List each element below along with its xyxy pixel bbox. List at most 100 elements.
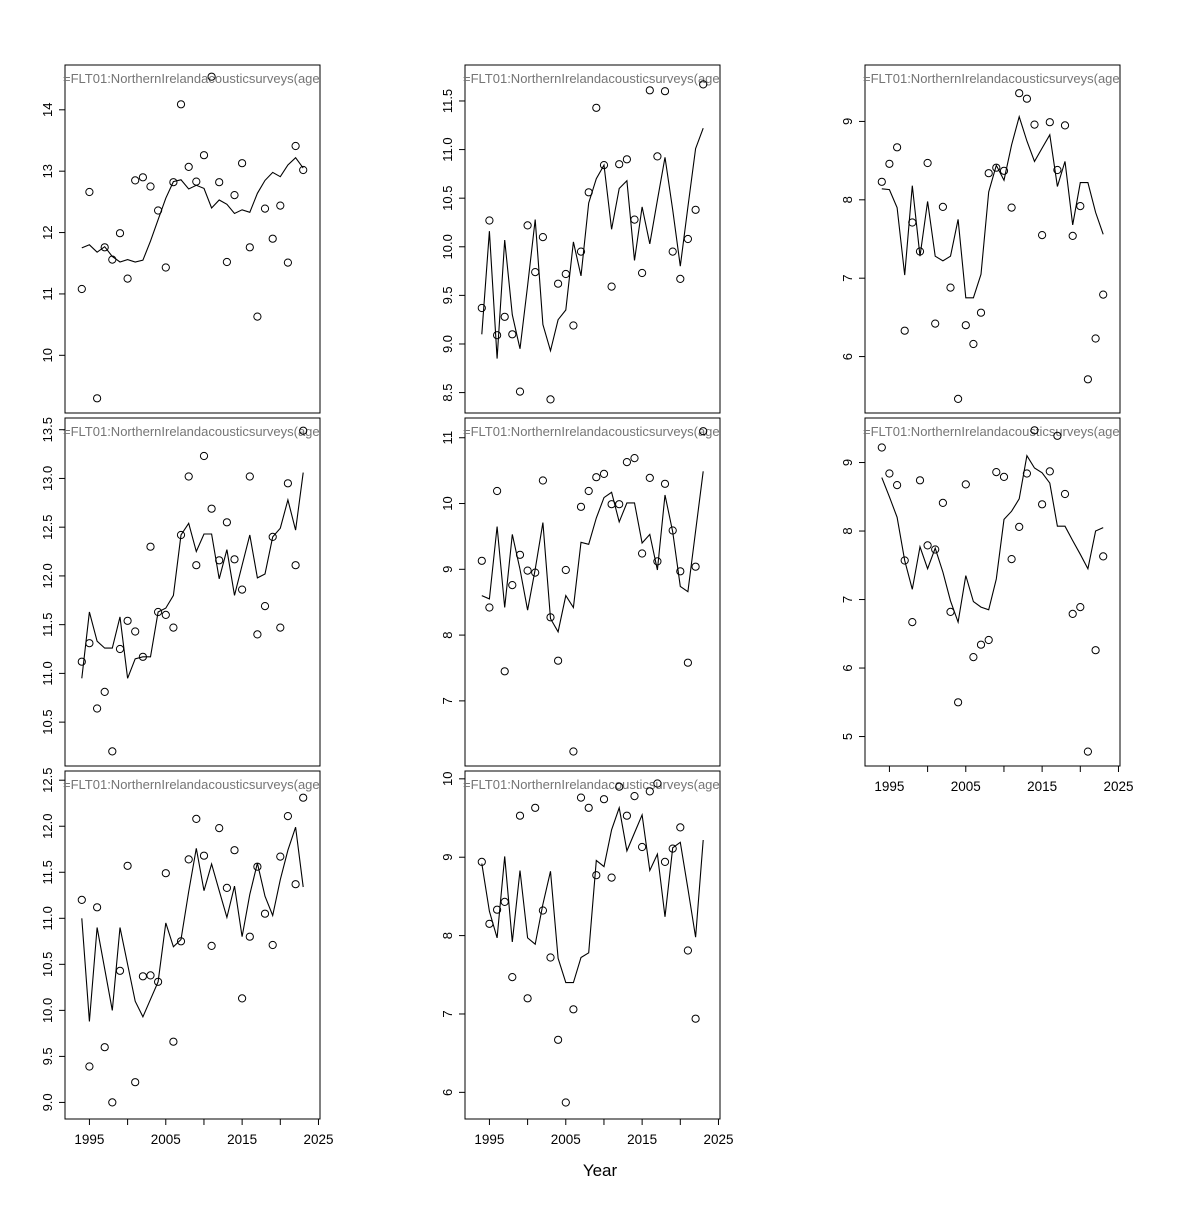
observation-point [561,1098,570,1107]
observation-point [676,823,685,832]
y-tick-label: 10.5 [40,709,55,734]
observation-point [515,811,525,820]
observation-point [100,1043,109,1052]
y-tick-label: 5 [840,733,855,740]
observation-point [638,268,647,278]
observation-point [283,258,292,267]
observation-point [954,394,963,403]
y-tick-label: 9 [840,459,855,466]
observation-point [260,204,270,213]
observation-point [1060,489,1070,499]
y-axis: 5 6 7 8 9 [840,459,865,740]
fit-line [81,472,304,679]
observation-point [538,906,548,915]
observation-point [699,427,708,436]
observation-point [253,312,262,321]
observation-point [85,187,94,197]
observation-point [92,394,102,403]
observation-point [477,857,486,867]
observation-point [508,973,517,982]
observation-point [238,994,247,1003]
fit-line [481,805,704,984]
y-tick-label: 11.5 [40,613,55,637]
observation-point [622,155,631,164]
observation-point [230,191,239,200]
panel-border [464,417,721,767]
observation-point [599,161,609,170]
observation-point [508,330,517,339]
observation-point [1083,375,1092,384]
observation-point [92,704,102,713]
observation-point [1007,203,1016,212]
panel-title: =FLT01:NorthernIrelandacousticsurveys(ag… [463,71,720,86]
observation-point [576,793,586,802]
observation-point [222,883,231,893]
observation-point [923,158,932,168]
fit-line [881,114,1104,299]
observation-point [946,283,955,292]
observation-point [938,202,948,211]
observation-point [660,87,670,96]
y-tick-label: 10 [440,496,455,510]
observation-point [615,782,624,791]
panel-2: =FLT01:NorthernIrelandacousticsurveys(ag… [440,64,721,414]
observation-point [592,473,601,482]
observation-point [207,941,216,950]
observation-point [169,1037,178,1046]
observation-point [268,532,277,542]
observation-point [691,1014,700,1023]
observation-point [668,526,677,535]
observation-point [638,842,647,852]
observation-point [946,607,955,616]
observation-point [253,862,262,871]
observation-point [877,443,886,452]
observation-point [138,173,148,182]
observation-point [653,557,662,566]
y-tick-label: 8 [840,527,855,534]
observation-point [1053,431,1062,440]
panel-border [464,64,721,414]
observation-point [192,177,201,186]
observation-point [192,561,201,570]
observation-point [176,530,186,540]
y-tick-label: 11 [40,287,55,301]
observation-point [238,159,247,168]
observation-point [645,86,654,95]
fit-line [481,471,704,634]
observation-point [169,623,178,632]
observation-point [999,472,1009,482]
observation-point [154,206,163,215]
observation-point [554,279,563,288]
observation-point [131,627,140,636]
y-tick-label: 12.5 [40,515,55,540]
panel-border [64,64,321,414]
observation-point [77,657,86,666]
observation-point [283,479,292,488]
observation-point [546,395,555,404]
observation-point [108,1098,117,1107]
y-tick-label: 8 [840,196,855,203]
observation-point [622,458,631,467]
observation-point [283,812,292,821]
observation-point [599,795,609,804]
panel-6: =FLT01:NorthernIrelandacousticsurveys(ag… [840,417,1134,794]
observation-point [531,268,540,277]
observation-point [584,188,593,197]
y-tick-label: 9.0 [440,335,455,353]
y-tick-label: 11.5 [440,89,455,113]
panel-title: =FLT01:NorthernIrelandacousticsurveys(ag… [863,424,1120,439]
observation-point [85,639,94,648]
observation-point [299,793,308,802]
fit-line [881,454,1104,625]
observation-point [607,873,616,882]
observation-point [961,321,970,330]
y-tick-label: 9.5 [40,1047,55,1065]
y-tick-label: 14 [40,103,55,117]
observation-point [276,201,285,210]
observation-point [176,100,186,109]
y-tick-label: 12.0 [40,814,55,839]
x-axis: 1995 2005 2015 2025 [74,1119,334,1147]
observation-point [77,895,86,904]
observation-point [515,387,525,396]
